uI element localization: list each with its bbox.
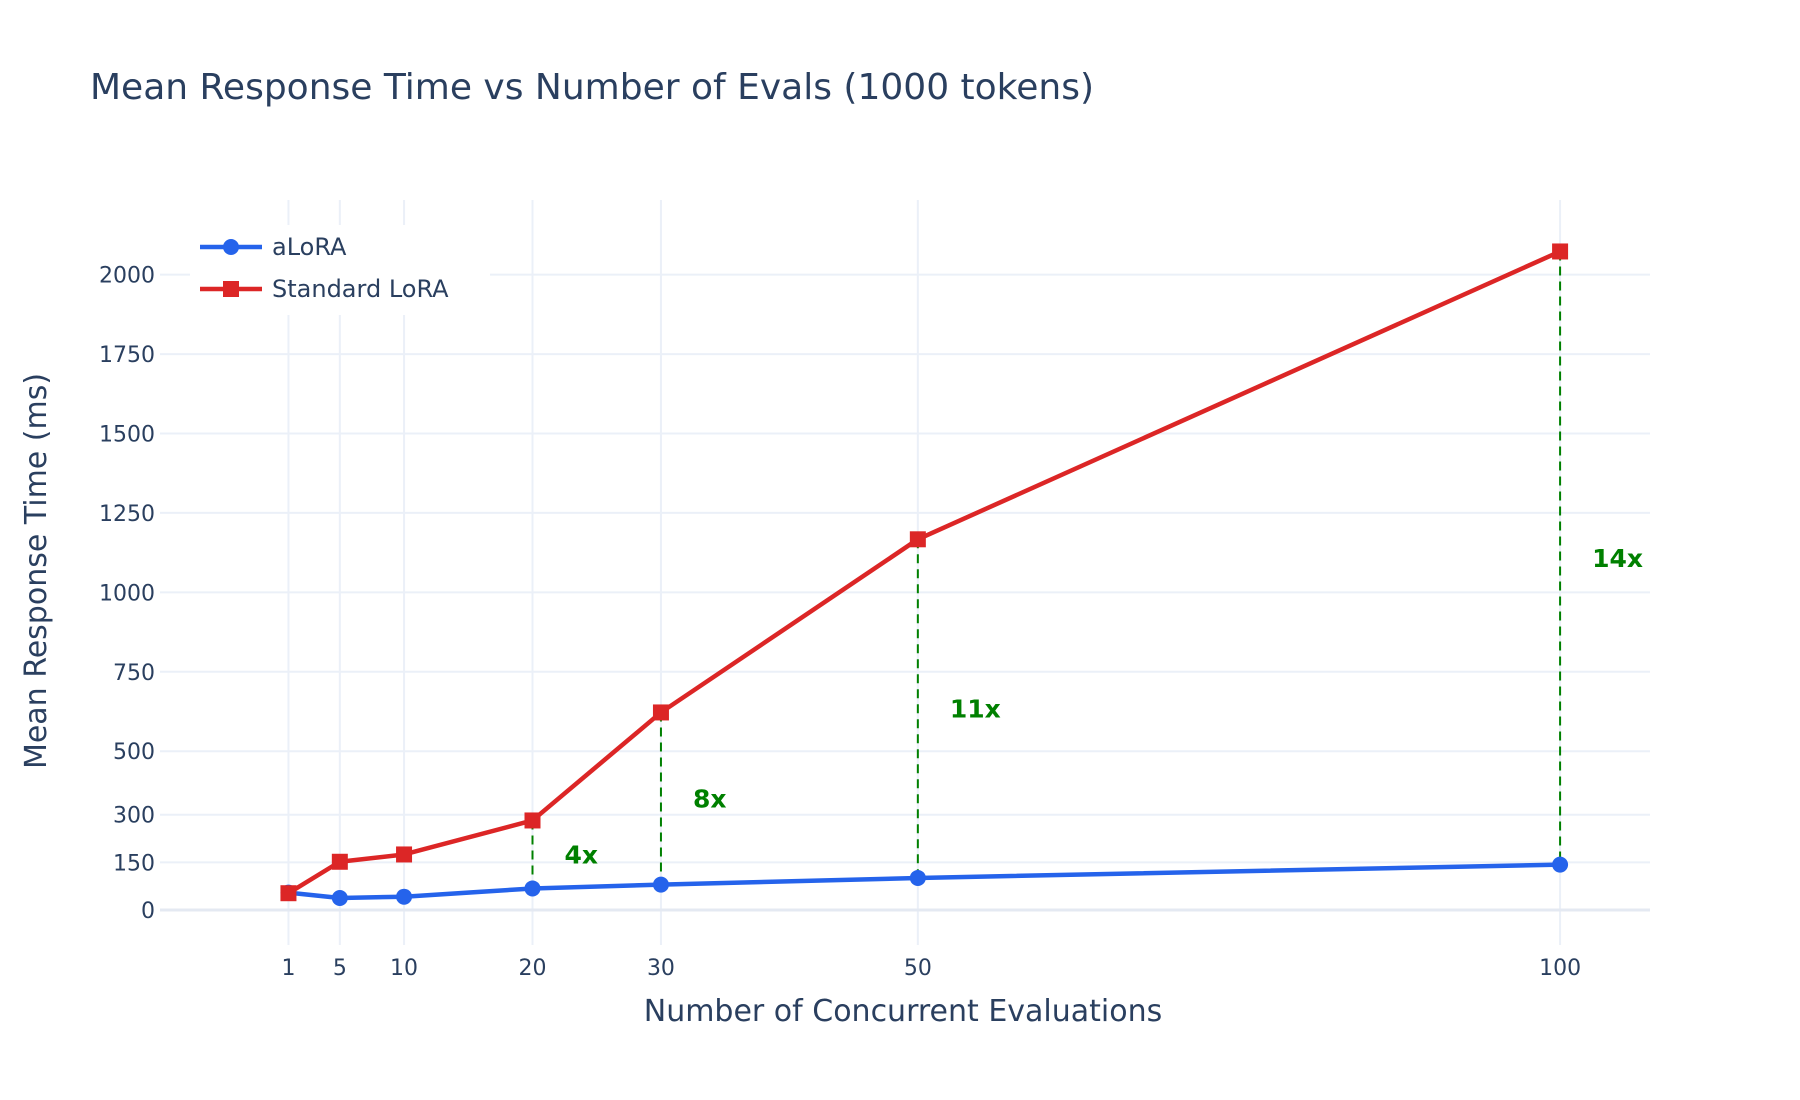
legend-background [190,225,490,315]
series-line-standard-lora [287,249,1562,896]
y-tick-label: 1750 [99,343,155,368]
data-point-alora [909,869,926,886]
legend-marker-circle [223,239,239,255]
series-layer [280,243,1569,906]
y-tick-label: 1250 [99,502,155,527]
legend-label[interactable]: Standard LoRA [272,275,449,303]
x-axis-ticks: 1 5 10 20 30 50 100 [281,956,1581,981]
ratio-labels: 4x 8x 11x 14x [565,544,1644,869]
x-tick-label: 10 [390,956,418,981]
x-tick-label: 1 [281,956,295,981]
y-axis-title: Mean Response Time (ms) [19,373,54,769]
x-tick-label: 100 [1539,956,1581,981]
legend[interactable]: aLoRA Standard LoRA [190,225,490,315]
y-tick-label: 2000 [99,264,155,289]
y-tick-label: 1000 [99,581,155,606]
data-point-standard-lora [909,531,926,548]
ratio-label: 4x [565,840,599,869]
x-tick-label: 50 [904,956,932,981]
x-axis-title: Number of Concurrent Evaluations [644,994,1163,1029]
legend-label[interactable]: aLoRA [272,233,347,261]
gridlines [160,200,1650,945]
y-tick-label: 1500 [99,423,155,448]
x-tick-label: 30 [647,956,675,981]
data-point-standard-lora [524,812,541,829]
x-tick-label: 20 [519,956,547,981]
ratio-guides [531,251,1562,889]
y-tick-label: 300 [113,804,155,829]
data-point-standard-lora [1552,243,1569,260]
ratio-label: 11x [950,695,1001,724]
ratio-label: 14x [1592,544,1643,573]
y-tick-label: 150 [113,851,155,876]
x-tick-label: 5 [333,956,347,981]
data-point-alora [652,876,669,893]
data-point-standard-lora [652,704,669,721]
ratio-label: 8x [693,785,727,814]
data-point-alora [331,889,348,906]
y-tick-label: 500 [113,740,155,765]
y-tick-label: 0 [141,899,155,924]
data-point-standard-lora [280,885,297,902]
data-point-standard-lora [331,853,348,870]
data-point-standard-lora [396,846,413,863]
y-tick-label: 750 [113,661,155,686]
legend-marker-square [223,281,239,297]
y-axis-ticks: 0 150 300 500 750 1000 1250 1500 1750 2000 [99,264,155,924]
chart-title: Mean Response Time vs Number of Evals (1… [90,67,1094,108]
data-point-alora [396,888,413,905]
data-point-alora [524,880,541,897]
data-point-alora [1552,856,1569,873]
